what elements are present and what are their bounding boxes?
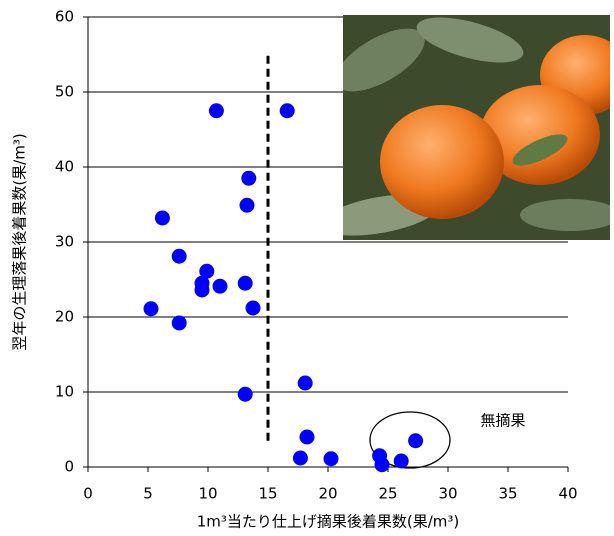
x-axis-label: 1m³当たり仕上げ摘果後着果数(果/m³) xyxy=(197,513,460,531)
x-tick-label: 20 xyxy=(318,485,337,503)
x-tick-label: 30 xyxy=(438,485,457,503)
point xyxy=(172,316,187,331)
y-tick-label: 50 xyxy=(55,83,74,101)
x-tick-label: 5 xyxy=(143,485,153,503)
point xyxy=(246,301,261,316)
point xyxy=(213,279,228,294)
photo xyxy=(318,8,614,243)
x-tick-label: 15 xyxy=(258,485,277,503)
point xyxy=(241,171,256,186)
point xyxy=(209,103,224,118)
y-axis-label: 翌年の生理落果後着果数(果/m³) xyxy=(11,133,29,350)
point xyxy=(293,451,308,466)
point xyxy=(238,276,253,291)
point xyxy=(155,211,170,226)
point xyxy=(144,301,159,316)
point xyxy=(298,376,313,391)
point xyxy=(324,451,339,466)
point xyxy=(199,264,214,279)
y-tick-label: 0 xyxy=(64,458,74,476)
point xyxy=(408,433,423,448)
x-tick-label: 10 xyxy=(198,485,217,503)
y-tick-label: 60 xyxy=(55,8,74,26)
x-tick-label: 25 xyxy=(378,485,397,503)
x-tick-label: 35 xyxy=(498,485,517,503)
point xyxy=(394,454,409,469)
point xyxy=(300,430,315,445)
y-tick-label: 20 xyxy=(55,308,74,326)
point xyxy=(375,457,390,472)
x-tick-label: 0 xyxy=(83,485,93,503)
point xyxy=(240,198,255,213)
x-tick-label: 40 xyxy=(558,485,577,503)
chart: 0 10 20 30 40 50 60 0 5 10 15 20 25 30 35 40 1m³当たり仕上げ摘果… xyxy=(0,0,614,536)
point xyxy=(280,103,295,118)
annotation: 無摘果 xyxy=(480,412,525,430)
y-tick-label: 40 xyxy=(55,158,74,176)
point xyxy=(238,387,253,402)
y-tick-label: 10 xyxy=(55,383,74,401)
point xyxy=(195,283,210,298)
y-tick-label: 30 xyxy=(55,233,74,251)
point xyxy=(172,249,187,264)
